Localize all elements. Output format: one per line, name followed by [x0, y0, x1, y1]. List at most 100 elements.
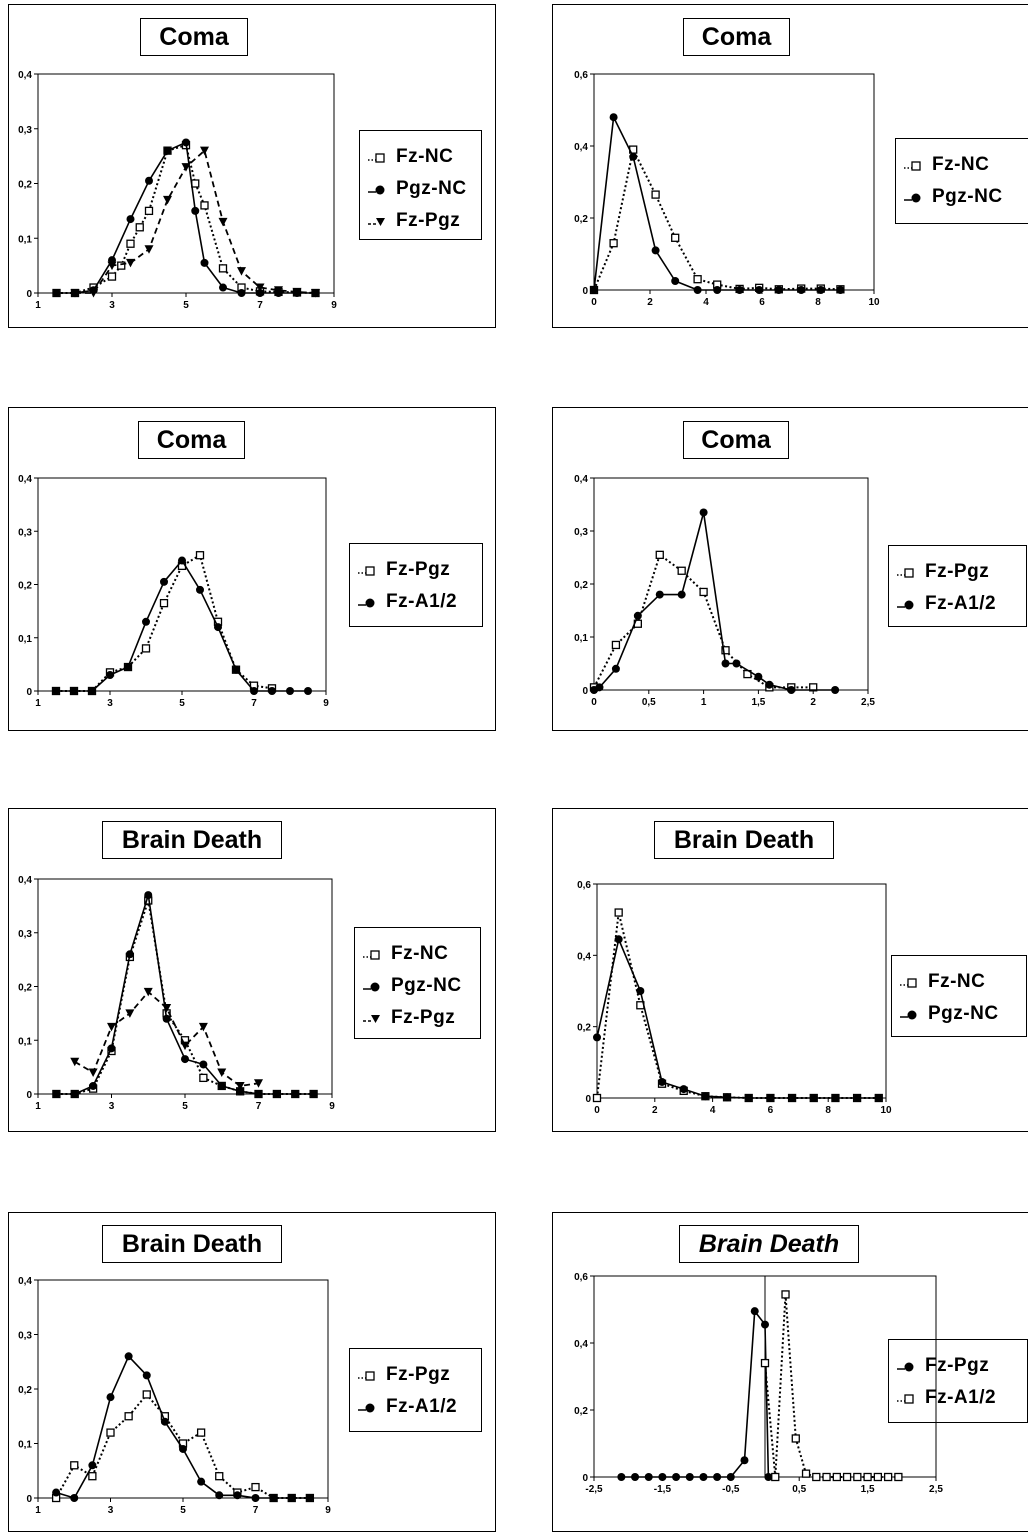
- chart-panel: Coma Fz-Pgz Fz-A1/2: [552, 407, 1028, 731]
- data-point: [744, 1094, 753, 1102]
- y-tick-label: 0,4: [18, 474, 32, 485]
- data-point: [614, 935, 623, 944]
- y-tick-label: 0: [26, 1494, 32, 1505]
- y-tick-label: 0,6: [574, 1272, 588, 1283]
- data-point: [126, 215, 135, 224]
- data-point: [658, 1473, 667, 1481]
- y-tick-label: 0,3: [574, 527, 588, 538]
- data-point: [774, 286, 783, 294]
- x-tick-label: 1,5: [751, 697, 765, 708]
- data-point: [106, 1393, 115, 1402]
- data-point: [765, 680, 774, 689]
- data-point: [142, 617, 150, 626]
- legend-item: Fz-NC: [363, 938, 474, 970]
- data-point: [254, 1090, 263, 1098]
- data-point: [636, 987, 645, 995]
- data-point: [70, 687, 78, 695]
- data-point: [853, 1094, 862, 1102]
- data-point: [655, 590, 664, 599]
- data-point: [788, 1094, 797, 1102]
- data-point: [159, 598, 169, 608]
- y-tick-label: 0,1: [18, 1036, 32, 1047]
- y-tick-label: 0,2: [18, 180, 32, 191]
- x-tick-label: 5: [179, 698, 185, 709]
- y-tick-label: 0,6: [577, 880, 591, 891]
- data-point: [52, 289, 61, 297]
- data-point: [801, 1469, 811, 1478]
- data-point: [721, 659, 730, 668]
- data-point: [52, 1488, 61, 1497]
- data-point: [179, 1444, 187, 1453]
- data-point: [590, 286, 598, 294]
- chart-title: Coma: [138, 421, 245, 459]
- data-point: [181, 163, 191, 172]
- plot-frame: [593, 477, 869, 691]
- legend-item: Fz-Pgz: [358, 554, 476, 586]
- data-point: [677, 590, 686, 599]
- legend-item: Fz-NC: [368, 141, 475, 173]
- legend-label: Fz-Pgz: [396, 210, 461, 231]
- chart-legend: Fz-NC Pgz-NC: [891, 955, 1027, 1037]
- legend-item: Fz-Pgz: [363, 1002, 474, 1034]
- legend-label: Pgz-NC: [932, 186, 1003, 207]
- x-tick-label: 10: [880, 1105, 892, 1116]
- data-point: [831, 1094, 840, 1102]
- x-tick-label: 3: [109, 1101, 115, 1112]
- legend-label: Fz-Pgz: [386, 559, 451, 580]
- data-point: [701, 1092, 710, 1101]
- data-point: [764, 1473, 773, 1481]
- data-point: [699, 1473, 708, 1481]
- data-point: [88, 1461, 97, 1470]
- data-point: [254, 1079, 263, 1088]
- y-tick-label: 0,4: [577, 951, 591, 962]
- x-tick-label: 6: [768, 1105, 774, 1116]
- data-point: [163, 146, 172, 155]
- data-point: [178, 556, 186, 565]
- data-point: [250, 687, 258, 695]
- data-point: [883, 1472, 893, 1482]
- circle-marker-icon: [358, 1403, 375, 1413]
- x-tick-label: 2,5: [861, 697, 875, 708]
- chart-legend: Fz-Pgz Fz-A1/2: [888, 545, 1027, 627]
- data-point: [218, 217, 228, 227]
- plot-frame: [593, 73, 875, 291]
- legend-item: Fz-Pgz: [358, 1359, 475, 1391]
- data-point: [822, 1472, 831, 1482]
- data-point: [631, 1473, 640, 1481]
- data-point: [88, 1068, 98, 1077]
- data-point: [235, 1081, 245, 1091]
- chart-title: Brain Death: [654, 821, 834, 859]
- chart-title: Coma: [683, 421, 789, 459]
- series-line: [596, 938, 879, 1099]
- chart-panel: Brain Death Fz-NC Pgz-NC: [552, 808, 1028, 1132]
- data-point: [52, 687, 60, 695]
- data-point: [614, 908, 623, 917]
- data-point: [272, 1090, 281, 1098]
- data-point: [595, 683, 604, 692]
- data-point: [791, 1434, 800, 1443]
- data-point: [291, 1090, 300, 1098]
- data-point: [70, 1461, 79, 1470]
- series-line: [593, 148, 841, 291]
- y-tick-label: 0,4: [574, 474, 588, 485]
- y-tick-label: 0,2: [18, 581, 32, 592]
- y-tick-label: 0,4: [574, 1339, 588, 1350]
- data-point: [593, 1033, 601, 1042]
- data-point: [200, 258, 209, 267]
- triangle-marker-icon: [368, 218, 385, 226]
- data-point: [672, 1473, 681, 1481]
- data-point: [761, 1320, 769, 1329]
- data-point: [611, 664, 620, 673]
- data-point: [713, 286, 722, 294]
- data-point: [124, 1352, 133, 1361]
- x-tick-label: 0,5: [642, 697, 656, 708]
- legend-label: Fz-Pgz: [925, 561, 990, 582]
- x-tick-label: 4: [703, 297, 709, 308]
- circle-marker-icon: [363, 982, 380, 992]
- data-point: [162, 1004, 172, 1013]
- y-tick-label: 0,4: [18, 70, 32, 81]
- data-point: [787, 686, 796, 694]
- plot-frame: [37, 1279, 329, 1499]
- x-tick-label: 10: [868, 297, 880, 308]
- square-marker-icon: [897, 1394, 914, 1404]
